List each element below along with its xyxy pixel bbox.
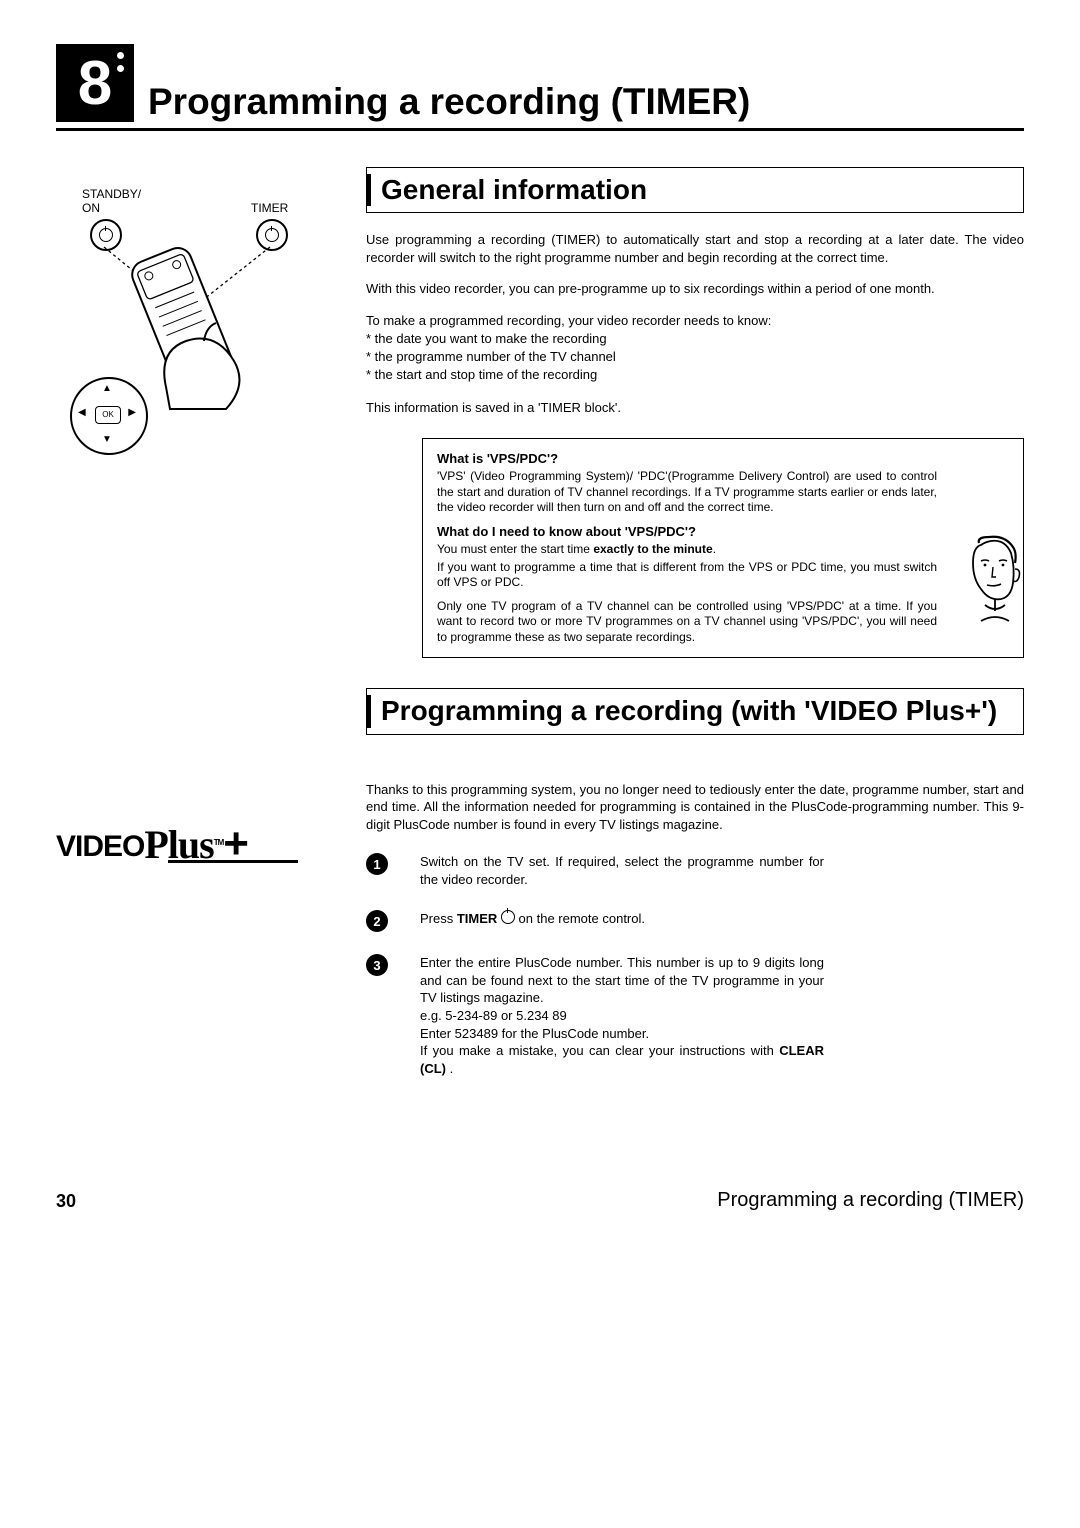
step-2-text: Press TIMER on the remote control. xyxy=(420,910,645,928)
heading-general-information: General information xyxy=(366,167,1024,213)
remote-illustration-column: STANDBY/ ON TIMER xyxy=(56,167,346,753)
down-arrow-icon: ▼ xyxy=(102,434,112,445)
q2-line1a: You must enter the start time xyxy=(437,542,593,556)
callout-q2-line1: You must enter the start time exactly to… xyxy=(437,542,937,558)
step-3-text: Enter the entire PlusCode number. This n… xyxy=(420,954,824,1077)
footer-title: Programming a recording (TIMER) xyxy=(717,1189,1024,1212)
callout-q2-title: What do I need to know about 'VPS/PDC'? xyxy=(437,524,937,539)
s2c: on the remote control. xyxy=(515,911,645,926)
s3d-c: . xyxy=(446,1061,453,1076)
bullet-3: * the start and stop time of the recordi… xyxy=(366,366,1024,384)
bullet-1: * the date you want to make the recordin… xyxy=(366,330,1024,348)
step-num-1: 1 xyxy=(366,853,388,875)
section2-intro: Thanks to this programming system, you n… xyxy=(366,781,1024,834)
step-num-3: 3 xyxy=(366,954,388,976)
callout-q2-p3: Only one TV program of a TV channel can … xyxy=(437,599,937,646)
bullet-2: * the programme number of the TV channel xyxy=(366,348,1024,366)
bullets-lead: To make a programmed recording, your vid… xyxy=(366,312,1024,330)
right-column: General information Use programming a re… xyxy=(366,167,1024,753)
page-footer: 30 Programming a recording (TIMER) xyxy=(56,1189,1024,1212)
chapter-title: Programming a recording (TIMER) xyxy=(148,83,750,120)
gen-info-p2: With this video recorder, you can pre-pr… xyxy=(366,280,1024,298)
heading-text-2: Programming a recording (with 'VIDEO Plu… xyxy=(381,695,1015,727)
step-2: 2 Press TIMER on the remote control. xyxy=(366,910,824,932)
s3b: e.g. 5-234-89 or 5.234 89 xyxy=(420,1007,824,1025)
s3d: If you make a mistake, you can clear you… xyxy=(420,1042,824,1077)
chapter-header: 8 Programming a recording (TIMER) xyxy=(56,44,1024,131)
s2a: Press xyxy=(420,911,457,926)
section-general-information: STANDBY/ ON TIMER xyxy=(56,167,1024,753)
callout-q1-title: What is 'VPS/PDC'? xyxy=(437,451,937,466)
dpad: OK ▲ ▼ ◀ ▶ xyxy=(70,377,144,451)
gen-info-p1: Use programming a recording (TIMER) to a… xyxy=(366,231,1024,266)
vps-pdc-callout: What is 'VPS/PDC'? 'VPS' (Video Programm… xyxy=(422,438,1024,658)
callout-q1-text: 'VPS' (Video Programming System)/ 'PDC'(… xyxy=(437,469,937,516)
face-icon xyxy=(961,533,1029,623)
chapter-number: 8 xyxy=(78,48,112,119)
videoplus-text-col: Thanks to this programming system, you n… xyxy=(366,781,1024,1100)
q2-line1c: . xyxy=(713,542,716,556)
gen-info-p3: This information is saved in a 'TIMER bl… xyxy=(366,399,1024,417)
ok-button: OK xyxy=(95,406,121,424)
step-3: 3 Enter the entire PlusCode number. This… xyxy=(366,954,824,1077)
chapter-number-box: 8 xyxy=(56,44,134,122)
right-arrow-icon: ▶ xyxy=(128,407,136,418)
timer-icon xyxy=(501,910,515,924)
remote-diagram: STANDBY/ ON TIMER xyxy=(66,191,296,451)
s3d-a: If you make a mistake, you can clear you… xyxy=(420,1043,779,1058)
videoplus-logo-col: VIDEOPlusTM+ xyxy=(56,781,346,1100)
chapter-dots xyxy=(117,52,124,72)
s3a: Enter the entire PlusCode number. This n… xyxy=(420,954,824,1007)
logo-tm: TM xyxy=(214,838,224,847)
step-1-text: Switch on the TV set. If required, selec… xyxy=(420,853,824,888)
logo-video: VIDEO xyxy=(56,830,144,863)
step-1: 1 Switch on the TV set. If required, sel… xyxy=(366,853,824,888)
left-arrow-icon: ◀ xyxy=(78,407,86,418)
steps-list: 1 Switch on the TV set. If required, sel… xyxy=(366,853,1024,1077)
videoplus-row: VIDEOPlusTM+ Thanks to this programming … xyxy=(56,781,1024,1100)
s3c: Enter 523489 for the PlusCode number. xyxy=(420,1025,824,1043)
videoplus-logo: VIDEOPlusTM+ xyxy=(56,819,346,869)
step-num-2: 2 xyxy=(366,910,388,932)
page-number: 30 xyxy=(56,1191,76,1212)
s2b: TIMER xyxy=(457,911,497,926)
gen-info-bullets: To make a programmed recording, your vid… xyxy=(366,312,1024,385)
callout-q2-p2: If you want to programme a time that is … xyxy=(437,560,937,591)
heading-videoplus: Programming a recording (with 'VIDEO Plu… xyxy=(366,688,1024,734)
up-arrow-icon: ▲ xyxy=(102,383,112,394)
q2-line1b: exactly to the minute xyxy=(593,542,712,556)
heading-text: General information xyxy=(381,174,1015,206)
